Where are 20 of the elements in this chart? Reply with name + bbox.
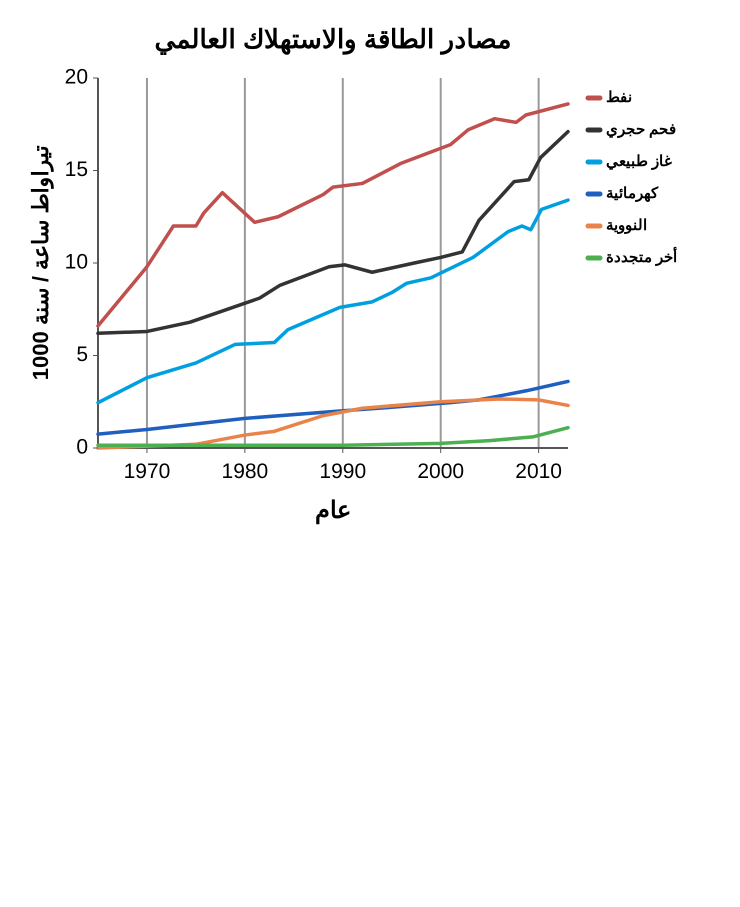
legend-label: فحم حجري xyxy=(606,120,676,139)
legend-label: النووية xyxy=(606,216,647,234)
y-tick-label: 15 xyxy=(64,158,88,182)
x-tick-label: 1980 xyxy=(222,460,268,483)
y-axis-title: 1000 تيراواط ساعة / سنة xyxy=(28,146,54,380)
y-tick-label: 5 xyxy=(76,343,88,366)
x-axis-title: عام xyxy=(315,497,351,525)
legend-label: نفط xyxy=(606,88,632,106)
y-tick-label: 20 xyxy=(64,66,88,89)
y-tick-label: 10 xyxy=(64,250,88,274)
legend-label: أخر متجددة xyxy=(606,246,678,266)
x-tick-label: 2000 xyxy=(417,460,464,483)
chart-title: مصادر الطاقة والاستهلاك العالمي xyxy=(154,24,512,55)
y-tick-label: 0 xyxy=(76,436,88,459)
line-series xyxy=(96,198,570,404)
x-tick-label: 1970 xyxy=(124,460,170,483)
legend-label: غاز طبيعي xyxy=(606,152,672,171)
x-tick-label: 1990 xyxy=(319,460,366,483)
legend-label: كهرمائية xyxy=(606,184,659,202)
x-tick-label: 2010 xyxy=(515,460,562,483)
